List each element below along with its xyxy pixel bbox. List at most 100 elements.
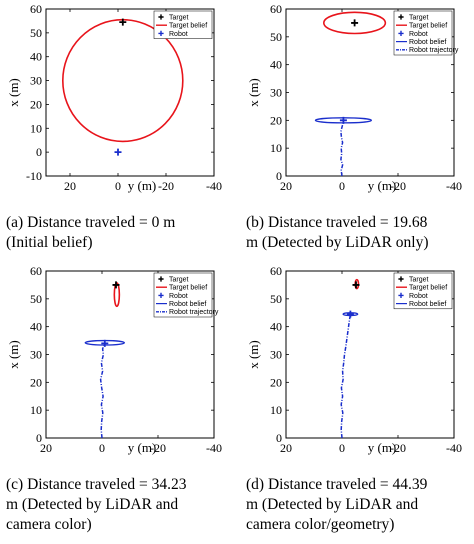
y-tick-label: 10 [270,141,282,155]
figure-caption-line: m (Detected by LiDAR only) [246,234,429,251]
y-tick-label: 40 [30,320,42,334]
target-marker [352,281,360,289]
legend-robot-swatch [158,30,164,36]
legend-target-swatch [158,276,164,282]
x-tick-label: -40 [446,179,462,193]
legend-target-swatch [158,14,164,20]
x-tick-label: 0 [99,441,105,455]
x-tick-label: -20 [150,441,166,455]
legend-label: Robot belief [169,301,206,308]
y-tick-label: 30 [30,74,42,88]
figure-caption-line: (c) Distance traveled = 34.23 [6,476,187,493]
legend-robot-swatch [398,292,404,298]
robot-marker [346,310,354,318]
y-axis-label: x (m) [246,340,261,369]
legend-label: Robot [169,293,188,300]
legend-box [393,10,453,56]
figure-caption-line: (d) Distance traveled = 44.39 [246,476,428,493]
legend-target-swatch [398,276,404,282]
y-tick-label: 20 [270,113,282,127]
x-tick-label: 0 [339,441,345,455]
legend-label: Target [409,276,429,283]
robot-trajectory-line [99,343,106,439]
x-tick-label: 0 [115,179,121,193]
figure-caption-line: camera color/geometry) [246,516,394,533]
robot-trajectory-line [340,313,352,439]
legend-box [153,272,213,318]
legend-label: Target [169,14,189,21]
robot-trajectory-line [340,120,345,177]
legend-label: Robot [409,293,428,300]
x-tick-label: 20 [40,441,52,455]
target-belief-ellipse [323,11,387,35]
legend-label: Target belief [409,285,447,292]
x-tick-label: -20 [390,441,406,455]
y-tick-label: -10 [26,169,42,183]
x-tick-label: 0 [339,179,345,193]
y-axis-label: x (m) [6,340,21,369]
y-tick-label: 30 [270,348,282,362]
y-tick-label: 60 [270,2,282,16]
x-axis-label: y (m) [368,178,397,193]
x-axis-label: y (m) [128,178,157,193]
figure-caption-line: m (Detected by LiDAR and [6,496,178,513]
y-tick-label: 20 [30,375,42,389]
legend-target-swatch [398,14,404,20]
figure-caption-line: (b) Distance traveled = 19.68 [246,214,428,231]
robot-marker [114,148,122,156]
legend-robot-swatch [158,292,164,298]
legend-label: Robot belief [409,39,446,46]
y-tick-label: 40 [270,320,282,334]
x-tick-label: 20 [280,179,292,193]
legend-label: Robot [169,31,188,38]
y-tick-label: 0 [276,431,282,445]
y-tick-label: 20 [270,375,282,389]
legend-label: Target belief [409,23,447,30]
figure-caption-line: (a) Distance traveled = 0 m [6,214,175,231]
legend-robot-swatch [398,30,404,36]
y-tick-label: 0 [276,169,282,183]
y-axis-label: x (m) [6,78,21,107]
target-marker [119,18,127,26]
figure-caption-line: m (Detected by LiDAR and [246,496,418,513]
y-tick-label: 50 [30,292,42,306]
y-tick-label: 10 [270,403,282,417]
y-tick-label: 10 [30,121,42,135]
y-tick-label: 10 [30,403,42,417]
y-tick-label: 50 [270,30,282,44]
x-tick-label: -40 [206,179,222,193]
legend-label: Target belief [169,23,207,30]
legend-label: Target belief [169,285,207,292]
y-tick-label: 60 [30,2,42,16]
panel-a: 20 0 -20 -40 -10 0 10 20 30 40 50 60 y (m) x (m) Targe… [6,2,222,251]
y-tick-label: 60 [270,264,282,278]
legend-label: Target [169,276,189,283]
robot-marker [101,339,109,347]
legend-label: Robot [409,31,428,38]
y-tick-label: 40 [270,58,282,72]
y-tick-label: 50 [270,292,282,306]
target-marker [351,19,359,27]
legend-label: Robot belief [409,301,446,308]
x-tick-label: 20 [64,179,76,193]
y-tick-label: 20 [30,97,42,111]
legend-box [153,10,213,39]
x-axis-label: y (m) [368,440,397,455]
y-tick-label: 0 [36,145,42,159]
x-tick-label: -20 [390,179,406,193]
x-tick-label: -40 [446,441,462,455]
legend-box [393,272,453,310]
y-tick-label: 30 [270,86,282,100]
y-tick-label: 60 [30,264,42,278]
legend-label: Robot trajectory [169,309,219,316]
figure-caption-line: camera color) [6,516,92,533]
x-tick-label: -40 [206,441,222,455]
y-tick-label: 30 [30,348,42,362]
x-tick-label: 20 [280,441,292,455]
robot-marker [339,116,347,124]
y-tick-label: 0 [36,431,42,445]
figure-caption-line: (Initial belief) [6,234,93,251]
